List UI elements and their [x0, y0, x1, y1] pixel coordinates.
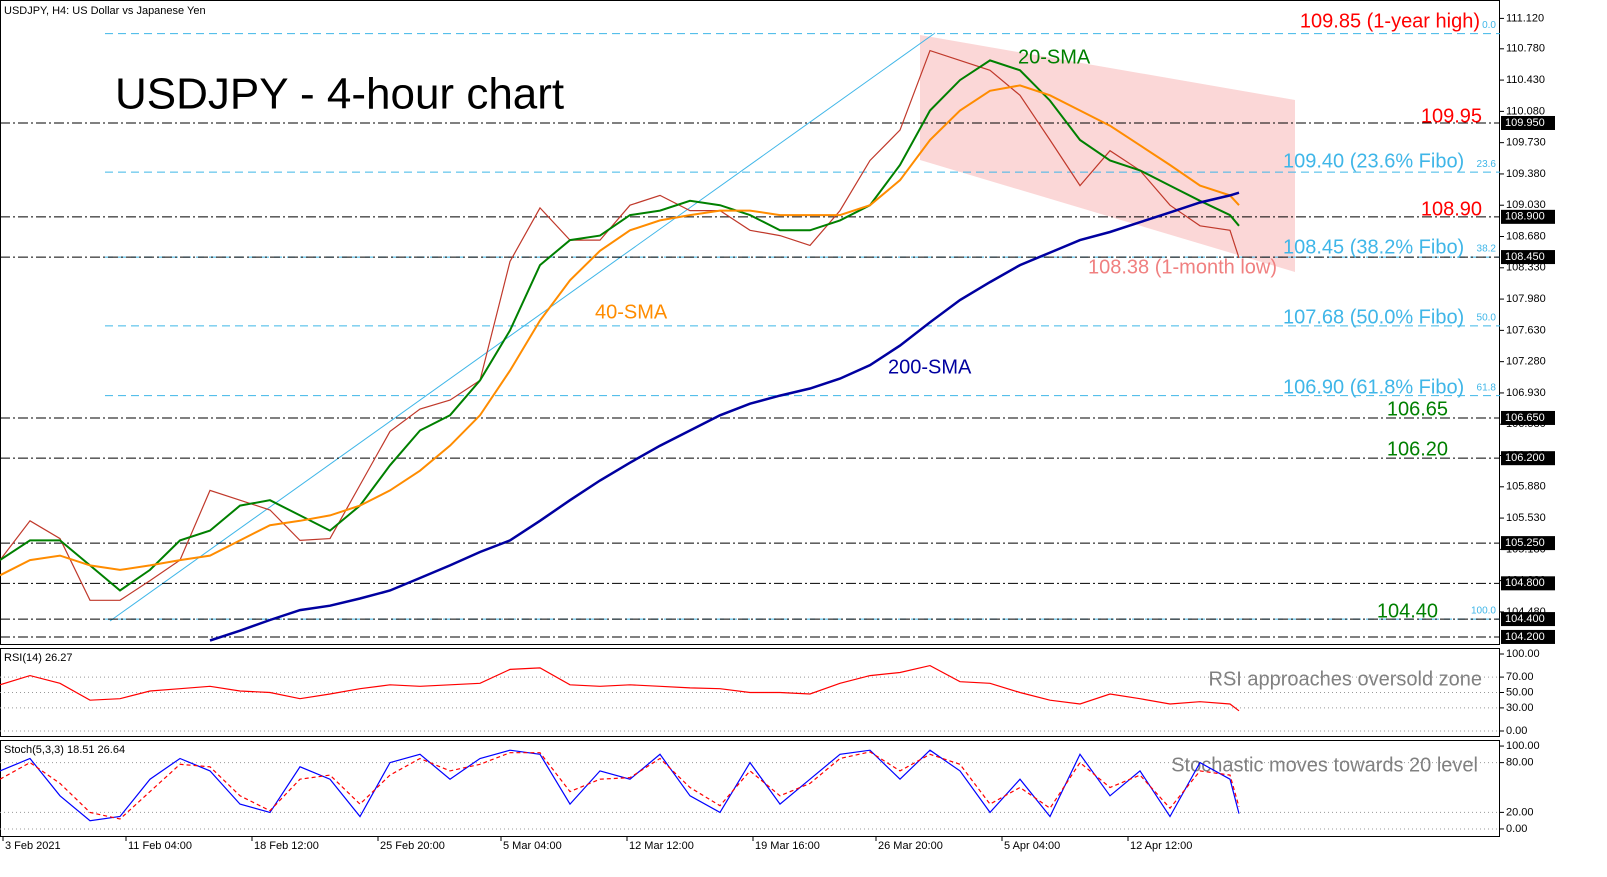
- series-line: [0, 749, 1240, 822]
- y-tick-label: 111.120: [1506, 12, 1544, 24]
- y-tick-label: 0.00: [1506, 725, 1527, 737]
- trend-line: [109, 32, 936, 622]
- series-line: [0, 664, 1240, 712]
- level-box: [1501, 576, 1555, 591]
- series-label: 200-SMA: [888, 356, 972, 378]
- series-label: 20-SMA: [1018, 46, 1091, 68]
- y-tick-label: 50.00: [1506, 686, 1534, 698]
- x-tick-label: 11 Feb 04:00: [128, 840, 192, 852]
- fibo-ratio: 50.0: [1477, 313, 1497, 324]
- y-tick-label: 70.00: [1506, 671, 1534, 683]
- y-tick-label: 30.00: [1506, 702, 1534, 714]
- level-box: [1501, 209, 1555, 224]
- main-panel-frame: [0, 0, 1500, 645]
- y-tick-label: 109.730: [1506, 137, 1546, 149]
- y-tick-label: 110.080: [1506, 105, 1545, 117]
- y-tick-label: 106.930: [1506, 387, 1546, 399]
- y-tick-label: 0.00: [1506, 823, 1527, 835]
- level-label: 104.800: [1505, 577, 1545, 589]
- y-tick-label: 105.880: [1506, 481, 1546, 493]
- x-tick-label: 26 Mar 20:00: [878, 840, 943, 852]
- annotation: 108.38 (1-month low): [1088, 256, 1277, 278]
- fibo-ratio: 61.8: [1477, 382, 1497, 393]
- y-tick-label: 107.980: [1506, 293, 1546, 305]
- annotation: 106.65: [1387, 398, 1448, 420]
- rsi-title: RSI(14) 26.27: [4, 652, 72, 664]
- y-tick-label: 110.780: [1506, 43, 1545, 55]
- y-tick-label: 109.030: [1506, 199, 1546, 211]
- fibo-ratio: 100.0: [1471, 606, 1496, 617]
- level-label: 106.650: [1505, 412, 1545, 424]
- series-line: [0, 84, 1240, 577]
- chart-title: USDJPY - 4-hour chart: [115, 70, 564, 119]
- annotation: 106.20: [1387, 438, 1448, 460]
- series-line: [0, 59, 1240, 592]
- fibo-ratio: 38.2: [1477, 244, 1497, 255]
- series-line: [0, 751, 1240, 820]
- y-tick-label: 110.430: [1506, 74, 1545, 86]
- annotation: 109.95: [1421, 105, 1482, 127]
- x-tick-label: 3 Feb 2021: [5, 840, 61, 852]
- rsi-annotation: RSI approaches oversold zone: [1209, 668, 1483, 690]
- y-tick-label: 107.280: [1506, 356, 1546, 368]
- level-label: 109.950: [1505, 117, 1545, 129]
- level-label: 106.200: [1505, 452, 1545, 464]
- level-label: 104.400: [1505, 613, 1545, 625]
- series-line: [209, 191, 1240, 642]
- level-box: [1501, 115, 1555, 130]
- y-tick-label: 108.680: [1506, 230, 1546, 242]
- level-box: [1501, 410, 1555, 425]
- fibo-ratio: 0.0: [1482, 20, 1496, 31]
- level-label: 108.900: [1505, 211, 1545, 223]
- y-tick-label: 100.00: [1506, 648, 1540, 660]
- level-label: 108.450: [1505, 251, 1545, 263]
- annotation: 109.85 (1-year high): [1300, 10, 1480, 32]
- y-tick-label: 105.530: [1506, 512, 1546, 524]
- level-box: [1501, 629, 1555, 644]
- y-tick-label: 20.00: [1506, 806, 1534, 818]
- annotation: 106.90 (61.8% Fibo): [1283, 376, 1464, 398]
- stoch-annotation: Stochastic moves towards 20 level: [1171, 754, 1478, 776]
- y-tick-label: 109.380: [1506, 168, 1546, 180]
- y-tick-label: 100.00: [1506, 740, 1540, 752]
- level-box: [1501, 250, 1555, 265]
- x-tick-label: 18 Feb 12:00: [254, 840, 319, 852]
- stoch-panel-frame: [0, 740, 1500, 837]
- annotation: 108.45 (38.2% Fibo): [1283, 236, 1464, 258]
- series-label: 40-SMA: [595, 301, 668, 323]
- y-tick-label: 107.630: [1506, 324, 1546, 336]
- level-label: 104.200: [1505, 631, 1545, 643]
- level-label: 105.250: [1505, 537, 1545, 549]
- level-box: [1501, 536, 1555, 551]
- annotation: 107.68 (50.0% Fibo): [1283, 306, 1464, 328]
- series-line: [0, 49, 1240, 601]
- level-box: [1501, 451, 1555, 466]
- stoch-title: Stoch(5,3,3) 18.51 26.64: [4, 744, 125, 756]
- annotation: 104.40: [1377, 600, 1438, 622]
- fibo-ratio: 23.6: [1477, 159, 1497, 170]
- annotation: 109.40 (23.6% Fibo): [1283, 150, 1464, 172]
- chart-subtitle: USDJPY, H4: US Dollar vs Japanese Yen: [4, 5, 206, 17]
- x-tick-label: 25 Feb 20:00: [380, 840, 445, 852]
- x-tick-label: 5 Apr 04:00: [1004, 840, 1060, 852]
- x-tick-label: 19 Mar 16:00: [755, 840, 820, 852]
- annotation: 108.90: [1421, 198, 1482, 220]
- x-tick-label: 5 Mar 04:00: [503, 840, 562, 852]
- x-tick-label: 12 Apr 12:00: [1130, 840, 1192, 852]
- y-tick-label: 108.330: [1506, 262, 1546, 274]
- x-tick-label: 12 Mar 12:00: [629, 840, 694, 852]
- level-box: [1501, 612, 1555, 627]
- y-tick-label: 80.00: [1506, 757, 1534, 769]
